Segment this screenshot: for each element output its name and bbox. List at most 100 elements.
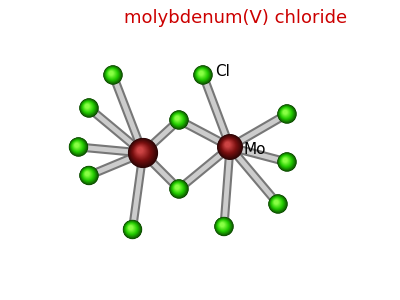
Circle shape xyxy=(284,111,287,114)
Circle shape xyxy=(271,196,284,210)
Circle shape xyxy=(216,218,232,234)
Circle shape xyxy=(105,67,120,83)
Circle shape xyxy=(107,69,117,79)
Circle shape xyxy=(83,169,93,180)
Circle shape xyxy=(173,114,183,124)
Circle shape xyxy=(174,183,182,193)
Circle shape xyxy=(81,167,97,184)
Circle shape xyxy=(272,198,282,208)
Circle shape xyxy=(273,199,281,207)
Circle shape xyxy=(195,67,210,83)
Circle shape xyxy=(216,218,231,234)
Circle shape xyxy=(107,69,117,79)
Circle shape xyxy=(130,140,156,166)
Circle shape xyxy=(221,138,236,154)
Circle shape xyxy=(281,108,292,119)
Circle shape xyxy=(197,69,208,80)
Circle shape xyxy=(220,137,238,155)
Circle shape xyxy=(282,157,290,165)
Circle shape xyxy=(80,167,98,184)
Circle shape xyxy=(200,71,203,75)
Circle shape xyxy=(280,107,293,120)
Circle shape xyxy=(272,198,282,208)
Circle shape xyxy=(136,146,146,155)
Circle shape xyxy=(225,142,231,148)
Circle shape xyxy=(283,110,288,115)
Circle shape xyxy=(84,170,92,178)
Circle shape xyxy=(218,220,228,231)
Circle shape xyxy=(129,139,158,167)
Circle shape xyxy=(84,170,92,178)
Circle shape xyxy=(282,156,290,166)
Circle shape xyxy=(274,200,279,205)
Circle shape xyxy=(280,106,294,121)
Circle shape xyxy=(218,221,228,230)
Circle shape xyxy=(82,100,96,115)
Circle shape xyxy=(84,170,92,178)
Circle shape xyxy=(200,72,203,75)
Circle shape xyxy=(172,113,184,125)
Circle shape xyxy=(281,108,291,118)
Circle shape xyxy=(175,185,180,190)
Circle shape xyxy=(85,103,90,109)
Circle shape xyxy=(222,139,235,152)
Circle shape xyxy=(275,201,278,203)
Circle shape xyxy=(82,168,95,182)
Circle shape xyxy=(274,200,279,205)
Circle shape xyxy=(135,145,148,158)
Circle shape xyxy=(282,109,290,116)
Circle shape xyxy=(284,111,286,113)
Circle shape xyxy=(72,141,83,152)
Circle shape xyxy=(172,113,184,125)
Circle shape xyxy=(125,222,139,236)
Circle shape xyxy=(109,71,114,76)
Circle shape xyxy=(174,115,182,122)
Circle shape xyxy=(174,115,182,123)
Circle shape xyxy=(221,223,224,226)
Circle shape xyxy=(133,143,150,160)
Circle shape xyxy=(175,116,180,122)
Circle shape xyxy=(129,226,132,229)
Circle shape xyxy=(280,154,294,169)
Circle shape xyxy=(198,70,206,78)
Circle shape xyxy=(85,104,90,109)
Circle shape xyxy=(134,144,148,158)
Circle shape xyxy=(195,67,210,82)
Circle shape xyxy=(172,182,185,195)
Circle shape xyxy=(84,171,91,178)
Circle shape xyxy=(107,69,118,80)
Circle shape xyxy=(274,200,280,206)
Circle shape xyxy=(84,103,91,110)
Circle shape xyxy=(83,102,94,113)
Circle shape xyxy=(85,172,90,176)
Circle shape xyxy=(284,158,287,162)
Circle shape xyxy=(219,221,226,229)
Circle shape xyxy=(221,138,237,154)
Circle shape xyxy=(170,180,188,198)
Circle shape xyxy=(198,70,206,78)
Circle shape xyxy=(218,220,229,231)
Circle shape xyxy=(132,142,152,162)
Circle shape xyxy=(221,223,224,226)
Circle shape xyxy=(171,112,186,128)
Circle shape xyxy=(279,106,295,122)
Circle shape xyxy=(85,172,90,176)
Circle shape xyxy=(196,68,209,81)
Circle shape xyxy=(280,155,292,167)
Circle shape xyxy=(127,224,136,233)
Circle shape xyxy=(269,195,287,213)
Circle shape xyxy=(172,182,184,194)
Circle shape xyxy=(215,218,233,236)
Circle shape xyxy=(128,225,134,231)
Circle shape xyxy=(196,68,209,81)
Circle shape xyxy=(281,156,291,166)
Circle shape xyxy=(106,68,118,80)
Circle shape xyxy=(272,198,283,209)
Circle shape xyxy=(216,218,232,235)
Circle shape xyxy=(278,105,296,123)
Circle shape xyxy=(128,225,134,231)
Circle shape xyxy=(275,201,278,204)
Circle shape xyxy=(176,117,178,119)
Circle shape xyxy=(84,102,92,112)
Circle shape xyxy=(75,144,78,147)
